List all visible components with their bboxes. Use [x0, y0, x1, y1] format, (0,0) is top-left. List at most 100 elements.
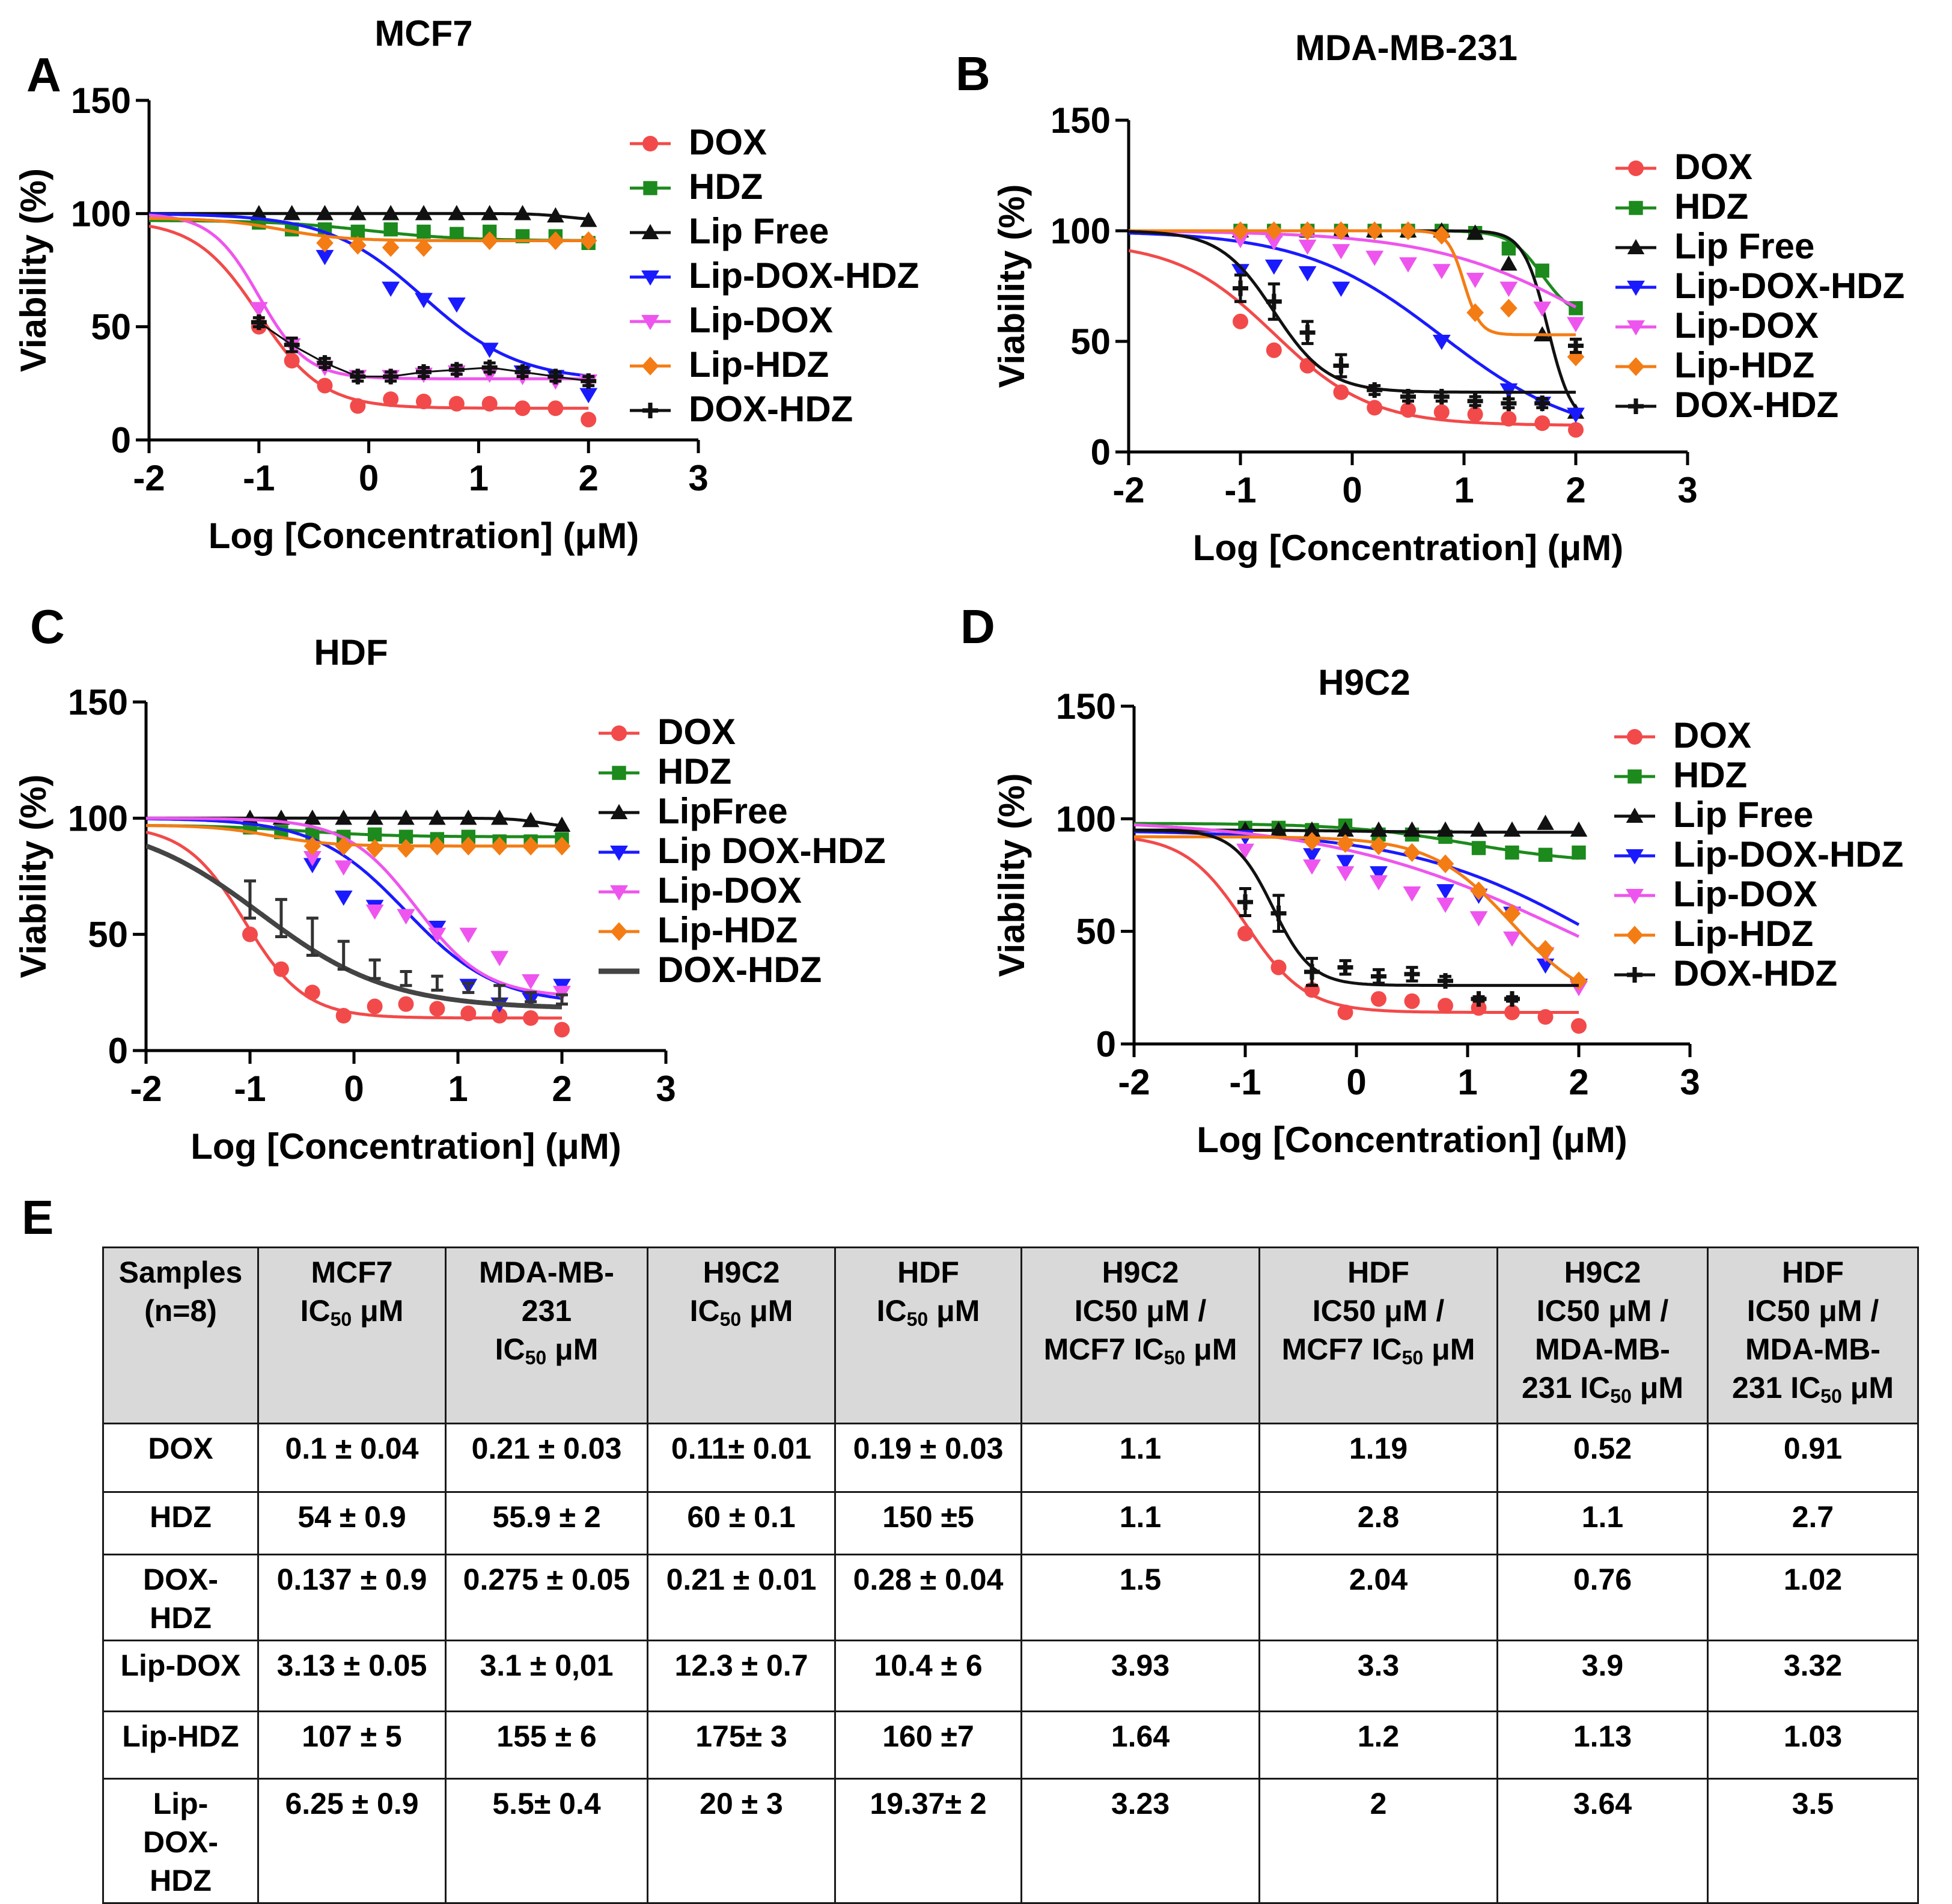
data-point — [429, 837, 446, 856]
data-point — [334, 860, 353, 876]
data-point — [1270, 959, 1287, 975]
table-cell: 1.2 — [1258, 1710, 1498, 1780]
table-cell: 3.93 — [1020, 1640, 1260, 1712]
legend-marker — [1627, 239, 1645, 255]
data-point — [1469, 911, 1488, 927]
legend-marker — [1627, 280, 1645, 296]
y-axis-label: Viability (%) — [13, 775, 53, 978]
legend-label: HDZ — [1673, 755, 1747, 795]
error-bar — [244, 879, 256, 920]
fit-curve — [1129, 249, 1576, 427]
data-point — [1403, 821, 1421, 837]
header-hdf-mda-ratio: HDF IC50 μM / MDA-MB- 231 IC50 μM — [1707, 1246, 1919, 1424]
x-tick-label: 1 — [469, 458, 489, 498]
data-point — [1370, 875, 1388, 891]
table-cell: 175± 3 — [647, 1710, 836, 1780]
table-cell: 3.13 ± 0.05 — [257, 1640, 447, 1712]
x-tick-label: 3 — [656, 1069, 676, 1109]
series-lip-hdz — [146, 824, 571, 858]
data-point — [1572, 845, 1586, 860]
data-point — [1403, 843, 1421, 862]
legend-label: Lip-DOX — [657, 870, 802, 911]
data-point — [1370, 836, 1388, 855]
legend-label: Lip-HDZ — [657, 910, 798, 950]
legend-marker — [1627, 729, 1642, 745]
data-point — [514, 400, 531, 416]
legend-label: Lip-DOX — [1673, 874, 1817, 914]
chart-panel-b: B MDA-MB-231 -2 -1 0 1 2 3 0 50 100 150 Log [Concent… — [956, 28, 1905, 568]
y-axis-label: Viability (%) — [992, 774, 1032, 977]
data-point — [1332, 221, 1350, 240]
data-point — [350, 224, 365, 239]
table-cell: 3.64 — [1496, 1778, 1709, 1904]
data-point — [1432, 334, 1451, 350]
table-cell-sample: HDZ — [102, 1491, 259, 1555]
data-point — [397, 909, 415, 925]
data-point — [1436, 821, 1454, 837]
table-cell: 55.9 ± 2 — [445, 1491, 648, 1555]
fit-curve — [149, 217, 589, 242]
data-point — [1264, 259, 1283, 275]
data-point — [1231, 221, 1249, 240]
data-point — [1303, 859, 1321, 875]
data-point — [1501, 241, 1516, 256]
data-point — [383, 391, 399, 407]
series-lip-hdz — [1134, 832, 1588, 990]
data-point — [283, 205, 300, 221]
data-point — [366, 839, 383, 858]
table-cell: 0.21 ± 0.01 — [647, 1554, 836, 1641]
legend-item: Lip-DOX — [1614, 874, 1817, 914]
table-cell: 5.5± 0.4 — [445, 1778, 648, 1904]
legend-item: DOX — [1615, 147, 1752, 187]
data-point — [1336, 866, 1355, 882]
series-dox — [1134, 837, 1587, 1034]
series-lip-dox-hdz — [1129, 231, 1585, 423]
data-point — [415, 238, 433, 257]
data-point — [1400, 402, 1416, 418]
legend-marker — [611, 725, 627, 741]
header-hdf-mcf7-ratio: HDF IC50 μM / MCF7 IC50 μM — [1258, 1246, 1498, 1424]
series-lip-dox-hdz — [149, 212, 598, 403]
data-point — [428, 927, 447, 943]
legend-marker — [1627, 967, 1642, 983]
data-point — [367, 998, 383, 1015]
data-point — [382, 205, 400, 221]
x-tick-label: 1 — [1457, 1062, 1477, 1102]
error-bar — [400, 970, 412, 987]
table-row: DOX 0.1 ± 0.04 0.21 ± 0.03 0.11± 0.01 0.19 ±… — [102, 1423, 1919, 1493]
legend-marker — [612, 766, 626, 780]
y-tick-label: 50 — [88, 915, 128, 955]
table-cell: 0.11± 0.01 — [647, 1423, 836, 1493]
header-h9c2-mda-ratio: H9C2 IC50 μM / MDA-MB- 231 IC50 μM — [1496, 1246, 1709, 1424]
data-point — [1471, 1000, 1487, 1016]
data-point — [480, 343, 499, 358]
data-point — [579, 231, 597, 251]
data-point — [1436, 897, 1454, 914]
data-point — [1365, 221, 1383, 240]
legend-marker — [1627, 769, 1642, 784]
data-point — [1470, 821, 1487, 837]
data-point — [415, 293, 433, 308]
error-bar — [462, 981, 475, 994]
legend-item: Lip-HDZ — [1614, 914, 1813, 954]
panel-letter: B — [956, 47, 990, 100]
legend-marker — [1626, 926, 1644, 945]
error-bar — [556, 993, 568, 1006]
data-point — [335, 837, 352, 856]
chart-title: MCF7 — [374, 13, 472, 53]
fit-curve — [1134, 835, 1580, 984]
table-cell-sample: DOX — [102, 1423, 259, 1493]
y-tick-label: 0 — [111, 420, 131, 460]
data-point — [553, 816, 571, 832]
table-cell: 0.91 — [1707, 1423, 1919, 1493]
data-point — [1264, 235, 1283, 251]
error-bar — [431, 974, 444, 992]
data-point — [1336, 855, 1355, 870]
data-point — [448, 395, 465, 412]
fit-curve — [146, 843, 563, 1010]
data-point — [416, 364, 432, 380]
fit-curve — [149, 212, 589, 377]
table-cell: 1.1 — [1496, 1491, 1709, 1555]
legend-label: Lip-HDZ — [1673, 914, 1813, 954]
data-point — [1303, 848, 1321, 864]
